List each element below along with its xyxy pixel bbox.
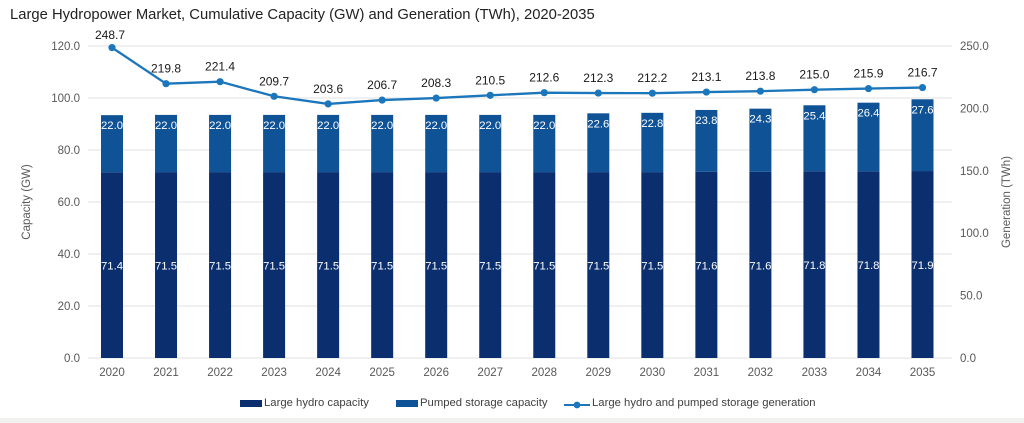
svg-text:212.2: 212.2 [637, 71, 667, 85]
svg-text:206.7: 206.7 [367, 78, 397, 92]
svg-text:71.5: 71.5 [155, 261, 177, 273]
svg-text:71.6: 71.6 [749, 260, 771, 272]
svg-text:25.4: 25.4 [803, 110, 825, 122]
svg-text:22.6: 22.6 [587, 118, 609, 130]
svg-text:71.8: 71.8 [857, 260, 879, 272]
svg-text:71.5: 71.5 [263, 261, 285, 273]
svg-text:71.5: 71.5 [479, 261, 501, 273]
svg-text:2024: 2024 [315, 367, 341, 379]
svg-text:22.0: 22.0 [479, 120, 501, 132]
svg-text:250.0: 250.0 [960, 41, 989, 53]
svg-text:2025: 2025 [369, 367, 395, 379]
svg-text:71.5: 71.5 [533, 261, 555, 273]
svg-text:2020: 2020 [99, 367, 125, 379]
svg-text:2026: 2026 [423, 367, 449, 379]
svg-text:26.4: 26.4 [857, 108, 879, 120]
svg-text:2033: 2033 [802, 367, 828, 379]
svg-text:71.5: 71.5 [641, 261, 663, 273]
svg-text:20.0: 20.0 [58, 301, 80, 313]
svg-text:71.5: 71.5 [209, 261, 231, 273]
svg-text:120.0: 120.0 [51, 41, 80, 53]
svg-text:221.4: 221.4 [205, 60, 235, 74]
svg-text:71.8: 71.8 [803, 260, 825, 272]
svg-text:60.0: 60.0 [58, 197, 80, 209]
svg-text:2021: 2021 [153, 367, 179, 379]
svg-text:Generation (TWh): Generation (TWh) [1001, 156, 1013, 248]
svg-text:71.5: 71.5 [587, 261, 609, 273]
svg-text:22.0: 22.0 [155, 120, 177, 132]
svg-text:2023: 2023 [261, 367, 287, 379]
svg-text:2035: 2035 [910, 367, 936, 379]
svg-text:71.5: 71.5 [317, 261, 339, 273]
svg-text:2030: 2030 [640, 367, 666, 379]
svg-text:22.0: 22.0 [425, 120, 447, 132]
svg-text:2028: 2028 [531, 367, 557, 379]
svg-text:215.9: 215.9 [853, 67, 883, 81]
svg-text:0.0: 0.0 [64, 353, 80, 365]
svg-text:24.3: 24.3 [749, 114, 771, 126]
svg-text:23.8: 23.8 [695, 115, 717, 127]
svg-text:210.5: 210.5 [475, 73, 505, 87]
svg-text:22.0: 22.0 [263, 120, 285, 132]
svg-text:2022: 2022 [207, 367, 233, 379]
svg-text:2031: 2031 [694, 367, 720, 379]
svg-text:213.8: 213.8 [745, 69, 775, 83]
svg-text:219.8: 219.8 [151, 62, 181, 76]
svg-text:200.0: 200.0 [960, 103, 989, 115]
svg-text:50.0: 50.0 [960, 291, 982, 303]
svg-text:71.4: 71.4 [101, 261, 123, 273]
svg-text:71.6: 71.6 [695, 260, 717, 272]
svg-text:22.0: 22.0 [371, 120, 393, 132]
svg-text:27.6: 27.6 [912, 104, 934, 116]
svg-text:71.5: 71.5 [425, 261, 447, 273]
svg-text:Capacity (GW): Capacity (GW) [21, 164, 33, 240]
svg-text:203.6: 203.6 [313, 82, 343, 96]
svg-text:80.0: 80.0 [58, 145, 80, 157]
svg-text:100.0: 100.0 [960, 228, 989, 240]
svg-text:22.8: 22.8 [641, 118, 663, 130]
svg-text:209.7: 209.7 [259, 74, 289, 88]
svg-text:248.7: 248.7 [95, 28, 125, 42]
svg-text:2032: 2032 [748, 367, 774, 379]
svg-text:212.3: 212.3 [583, 71, 613, 85]
svg-text:2029: 2029 [586, 367, 612, 379]
svg-text:71.5: 71.5 [371, 261, 393, 273]
svg-text:22.0: 22.0 [533, 120, 555, 132]
svg-text:150.0: 150.0 [960, 166, 989, 178]
svg-text:212.6: 212.6 [529, 71, 559, 85]
svg-text:215.0: 215.0 [799, 68, 829, 82]
svg-text:100.0: 100.0 [51, 93, 80, 105]
svg-text:22.0: 22.0 [209, 120, 231, 132]
svg-text:213.1: 213.1 [691, 70, 721, 84]
svg-text:40.0: 40.0 [58, 249, 80, 261]
svg-text:22.0: 22.0 [317, 120, 339, 132]
svg-text:71.9: 71.9 [912, 260, 934, 272]
svg-text:216.7: 216.7 [907, 66, 937, 80]
svg-text:2027: 2027 [477, 367, 503, 379]
svg-text:208.3: 208.3 [421, 76, 451, 90]
svg-text:2034: 2034 [856, 367, 882, 379]
svg-text:0.0: 0.0 [960, 353, 976, 365]
svg-text:22.0: 22.0 [101, 120, 123, 132]
